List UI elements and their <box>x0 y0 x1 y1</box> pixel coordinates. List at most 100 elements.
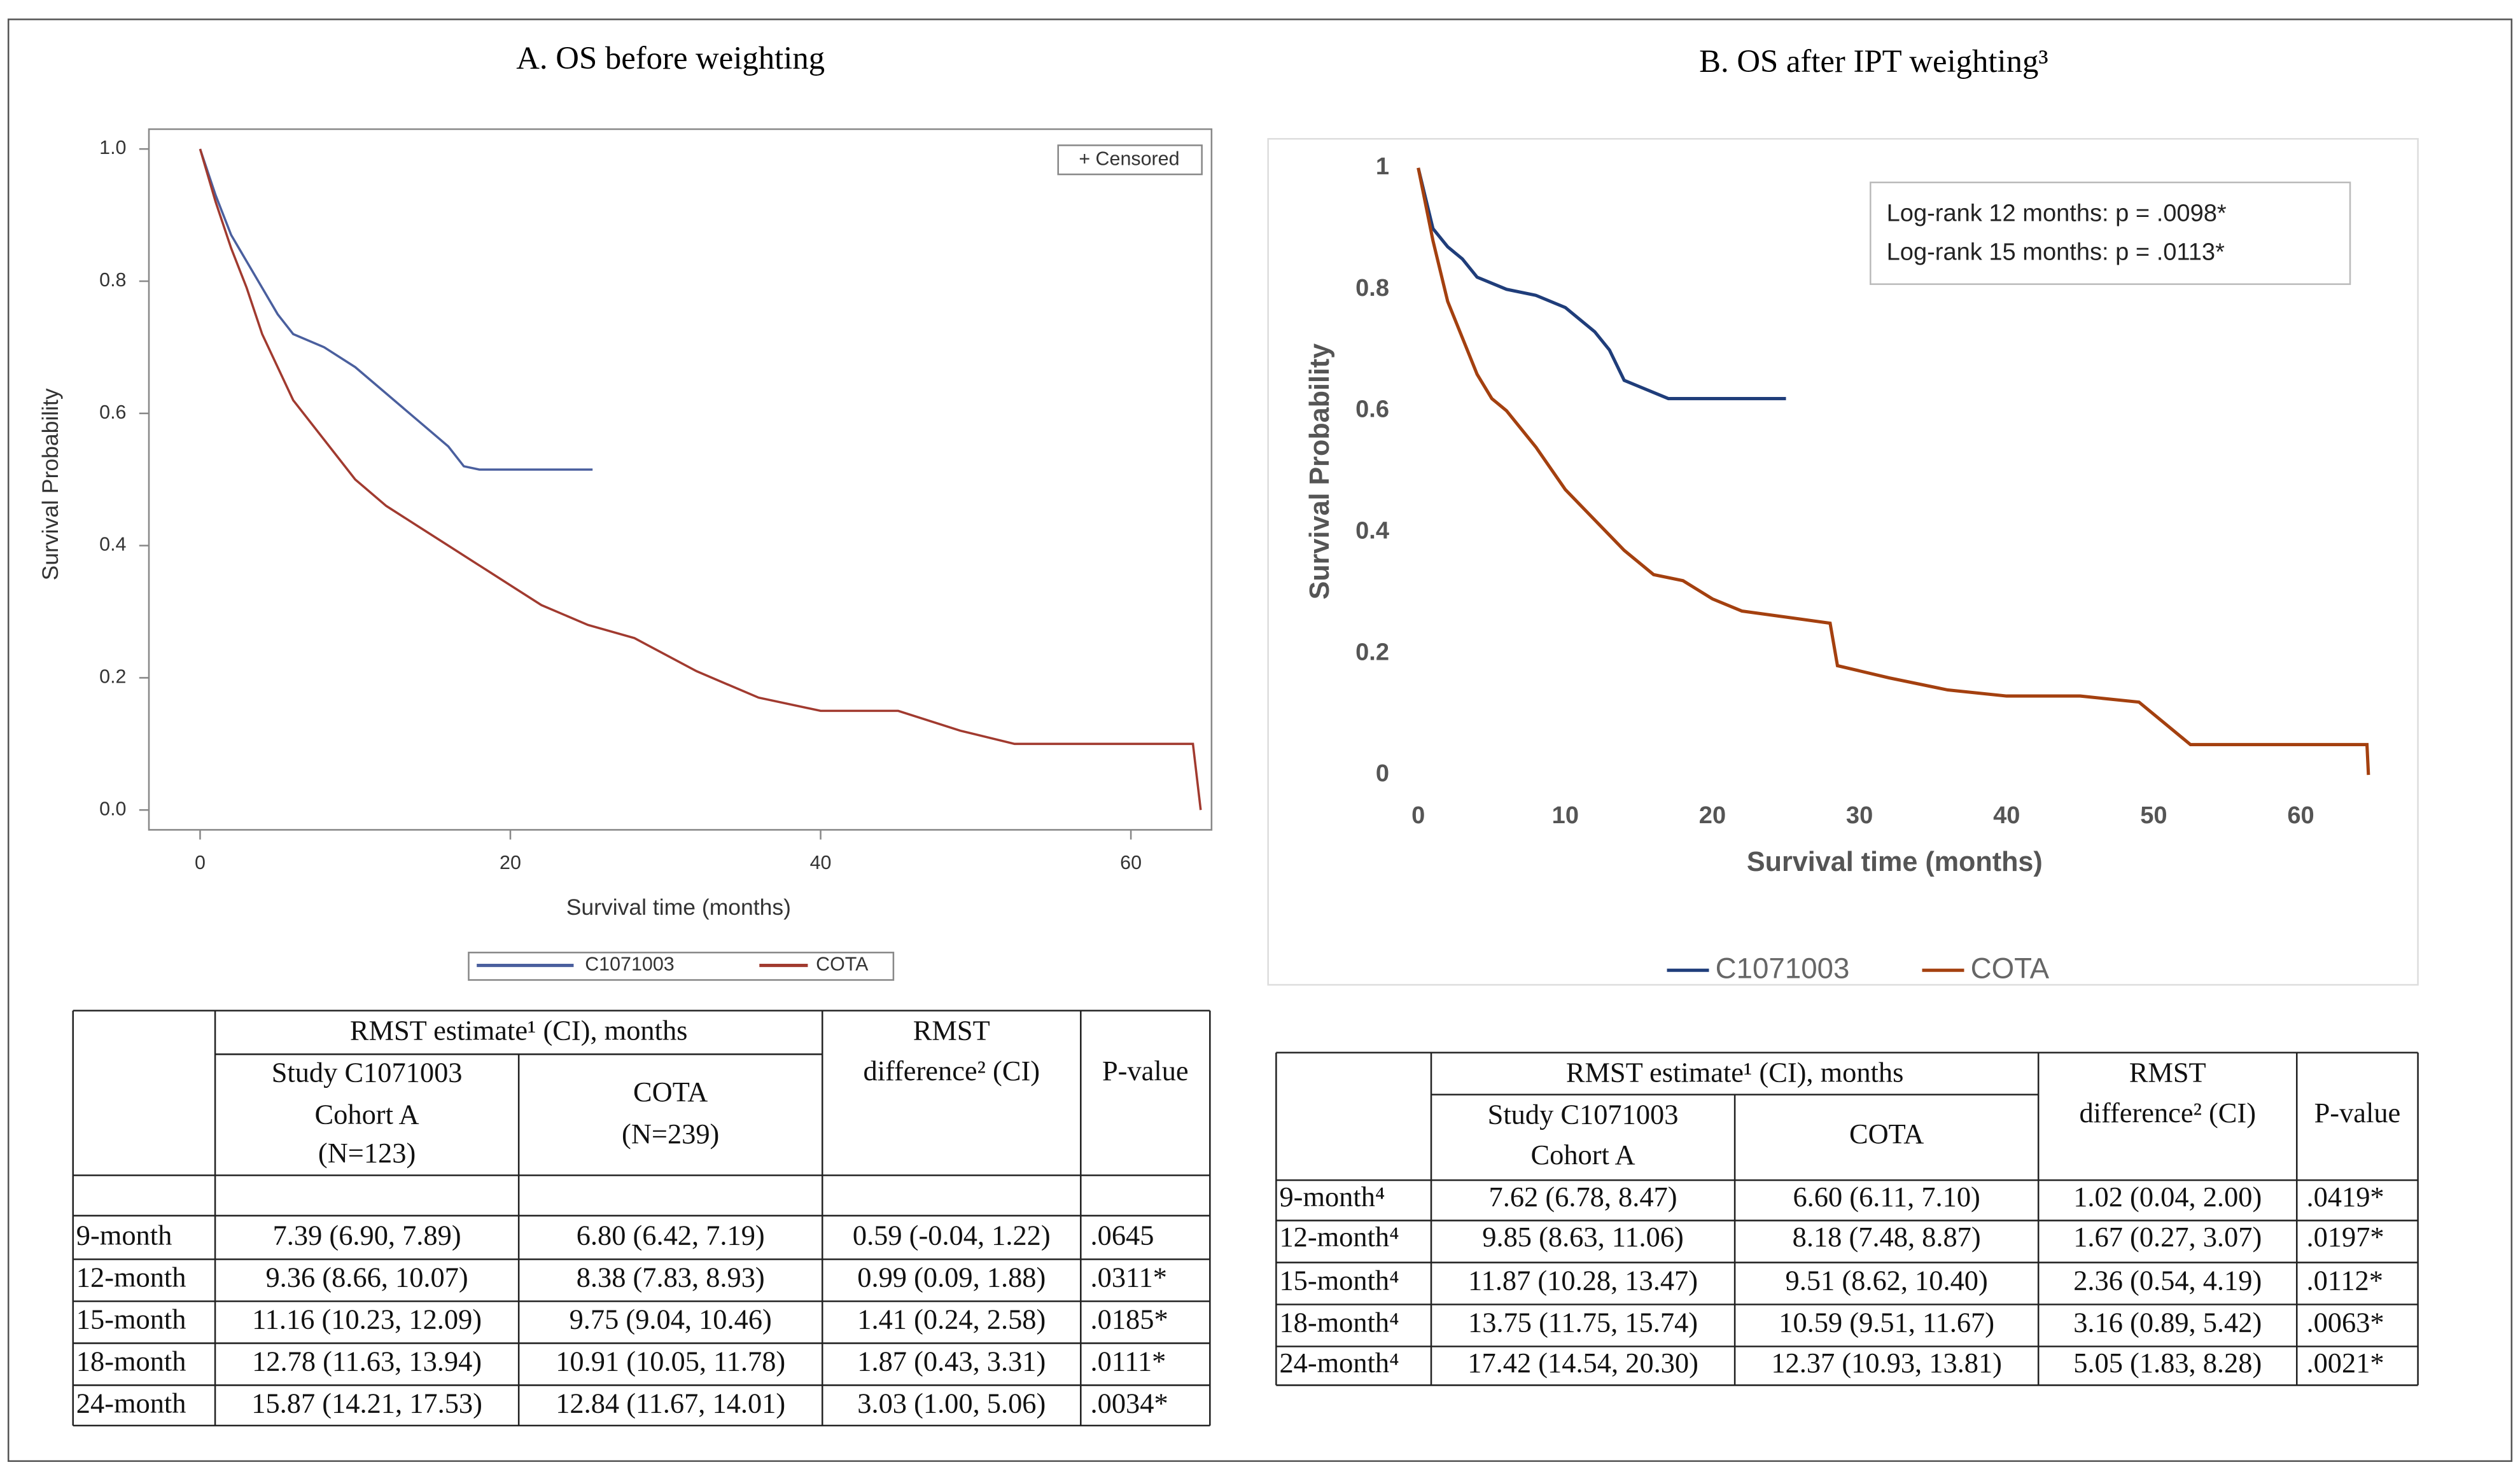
x-tick-label: 40 <box>810 852 832 873</box>
legend-label: C1071003 <box>585 954 674 975</box>
x-tick-label: 40 <box>1993 802 2020 829</box>
table-cell: 24-month <box>76 1387 186 1419</box>
table-cell: 12.84 (11.67, 14.01) <box>556 1387 785 1419</box>
table-cell: 7.62 (6.78, 8.47) <box>1489 1181 1677 1213</box>
legend-label: C1071003 <box>1716 952 1850 984</box>
table-cell: Study C1071003 <box>1488 1098 1679 1130</box>
chart-title: B. OS after IPT weighting³ <box>1699 43 2048 79</box>
table-cell: .0645 <box>1091 1220 1154 1251</box>
table-cell: 9.75 (9.04, 10.46) <box>570 1304 772 1335</box>
table-cell: Cohort A <box>1531 1139 1635 1171</box>
table-cell: 0.59 (-0.04, 1.22) <box>853 1220 1051 1251</box>
table-cell: 1.87 (0.43, 3.31) <box>857 1345 1046 1377</box>
table-cell: P-value <box>1102 1055 1189 1087</box>
y-tick-label: 0.8 <box>1355 275 1389 302</box>
survival-curve <box>199 148 1202 810</box>
y-tick-label: 0.4 <box>99 534 126 555</box>
y-tick-label: 0.6 <box>99 401 126 423</box>
table-cell: .0185* <box>1091 1304 1168 1335</box>
x-tick-label: 30 <box>1846 802 1873 829</box>
table-cell: 1.67 (0.27, 3.07) <box>2073 1221 2262 1253</box>
table-cell: .0112* <box>2306 1265 2383 1297</box>
table-cell: 0.99 (0.09, 1.88) <box>857 1262 1046 1293</box>
table-cell: 6.60 (6.11, 7.10) <box>1793 1181 1980 1213</box>
table-cell: Study C1071003 <box>272 1056 463 1088</box>
table-cell: 15-month⁴ <box>1279 1265 1399 1297</box>
table-cell: 1.41 (0.24, 2.58) <box>857 1304 1046 1335</box>
table-cell: 13.75 (11.75, 15.74) <box>1468 1307 1698 1338</box>
panel-b-border <box>1267 137 2419 986</box>
table-cell: 9-month⁴ <box>1279 1181 1385 1213</box>
y-tick-label: 0.4 <box>1355 518 1389 545</box>
x-tick-label: 0 <box>1411 802 1425 829</box>
table-cell: 7.39 (6.90, 7.89) <box>273 1220 461 1251</box>
table-cell: P-value <box>2314 1097 2401 1129</box>
x-tick-label: 0 <box>195 852 206 873</box>
y-tick-label: 1 <box>1376 153 1389 180</box>
table-cell: .0419* <box>2306 1181 2384 1213</box>
table-cell: 9.85 (8.63, 11.06) <box>1482 1221 1684 1253</box>
table-cell: COTA <box>1849 1118 1924 1150</box>
table-cell: COTA <box>633 1076 708 1108</box>
censored-box <box>1057 144 1203 176</box>
x-tick-label: 10 <box>1552 802 1579 829</box>
table-cell: (N=123) <box>318 1137 416 1169</box>
table-cell: 18-month⁴ <box>1279 1307 1399 1338</box>
table-cell: RMST <box>2129 1056 2206 1088</box>
x-axis-label: Survival time (months) <box>566 894 791 920</box>
table-cell: 12-month <box>76 1262 186 1293</box>
table-cell: 1.02 (0.04, 2.00) <box>2073 1181 2262 1213</box>
table-cell: difference² (CI) <box>864 1055 1040 1087</box>
survival-curve <box>1417 167 1786 401</box>
table-cell: 11.87 (10.28, 13.47) <box>1468 1265 1698 1297</box>
y-tick-label: 0.0 <box>99 798 126 819</box>
y-axis-label: Survival Probability <box>1305 344 1335 600</box>
table-cell: (N=239) <box>622 1118 719 1150</box>
y-axis-label: Survival Probability <box>38 388 63 580</box>
table-cell: 15.87 (14.21, 17.53) <box>251 1387 482 1419</box>
legend-label: COTA <box>816 954 869 975</box>
y-tick-label: 0 <box>1376 760 1389 787</box>
survival-curve <box>1417 167 2370 775</box>
table-cell: 10.59 (9.51, 11.67) <box>1779 1307 1994 1338</box>
table-cell: 8.38 (7.83, 8.93) <box>577 1262 765 1293</box>
table-cell: difference² (CI) <box>2079 1097 2256 1129</box>
table-cell: 3.16 (0.89, 5.42) <box>2073 1307 2262 1338</box>
table-cell: 9-month <box>76 1220 172 1251</box>
table-cell: 12.78 (11.63, 13.94) <box>252 1345 482 1377</box>
plot-frame <box>148 128 1213 831</box>
table-cell: RMST estimate¹ (CI), months <box>1566 1056 1904 1088</box>
table-cell: 8.18 (7.48, 8.87) <box>1793 1221 1981 1253</box>
x-tick-label: 20 <box>500 852 521 873</box>
y-tick-label: 0.2 <box>99 665 126 687</box>
survival-curve <box>199 148 593 471</box>
table-cell: 2.36 (0.54, 4.19) <box>2073 1265 2262 1297</box>
table-cell: .0197* <box>2306 1221 2384 1253</box>
table-cell: 12.37 (10.93, 13.81) <box>1771 1347 2002 1379</box>
x-tick-label: 60 <box>2287 802 2314 829</box>
x-axis-label: Survival time (months) <box>1747 847 2043 877</box>
table-cell: Cohort A <box>315 1098 419 1130</box>
table-cell: 6.80 (6.42, 7.19) <box>577 1220 765 1251</box>
table-cell: 24-month⁴ <box>1279 1347 1399 1379</box>
annotation: Log-rank 15 months: p = .0113* <box>1887 239 2225 265</box>
table-cell: 10.91 (10.05, 11.78) <box>556 1345 785 1377</box>
table-cell: 12-month⁴ <box>1279 1221 1399 1253</box>
table-cell: 15-month <box>76 1304 186 1335</box>
table-cell: .0311* <box>1091 1262 1167 1293</box>
legend-label: COTA <box>1971 952 2050 984</box>
table-cell: 9.51 (8.62, 10.40) <box>1786 1265 1988 1297</box>
table-cell: .0034* <box>1091 1387 1168 1419</box>
table-cell: 18-month <box>76 1345 186 1377</box>
chart-title: A. OS before weighting <box>516 40 825 76</box>
x-tick-label: 20 <box>1699 802 1726 829</box>
censored-label: + Censored <box>1079 148 1179 169</box>
table-cell: .0063* <box>2306 1307 2384 1338</box>
y-tick-label: 0.2 <box>1355 639 1389 665</box>
table-cell: .0111* <box>1091 1345 1166 1377</box>
y-tick-label: 0.6 <box>1355 396 1389 423</box>
table-cell: 17.42 (14.54, 20.30) <box>1467 1347 1698 1379</box>
table-cell: RMST <box>913 1014 990 1046</box>
